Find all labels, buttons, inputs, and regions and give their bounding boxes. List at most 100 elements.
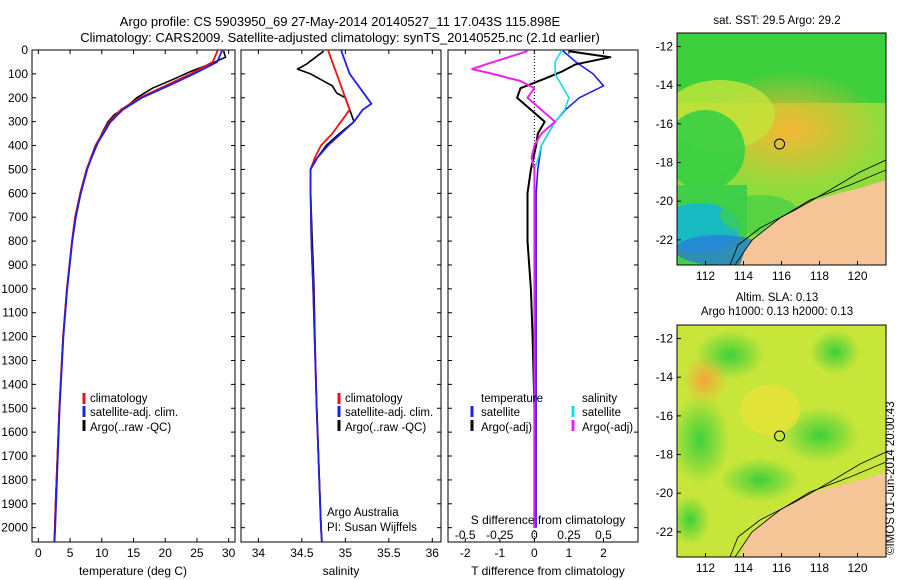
map-y-tick-label: -18 bbox=[656, 448, 674, 462]
depth-tick-label: 400 bbox=[8, 139, 28, 153]
map-y-tick-label: -22 bbox=[656, 233, 674, 247]
difference-xlabel-top: S difference from climatology bbox=[471, 513, 626, 527]
s-difference-tick-label: -0.25 bbox=[486, 528, 514, 542]
sla-land bbox=[740, 472, 886, 557]
salinity-annotation-line1: Argo Australia bbox=[327, 507, 399, 519]
depth-tick-label: 200 bbox=[8, 91, 28, 105]
s-difference-tick-label: -0.5 bbox=[455, 528, 476, 542]
depth-tick-label: 1700 bbox=[1, 449, 28, 463]
map-x-tick-label: 120 bbox=[847, 561, 867, 575]
depth-axis: 0 100 200 300 400 500 600 700 800 900 1000 1100 1200… bbox=[1, 43, 638, 535]
salinity-climatology-line bbox=[309, 50, 351, 542]
s-difference-tick-label: 0.5 bbox=[595, 528, 612, 542]
map-x-tick-label: 118 bbox=[810, 561, 829, 575]
difference-tick-label: -1 bbox=[494, 546, 505, 560]
salinity-legend-argo: Argo(..raw -QC) bbox=[345, 422, 426, 434]
map-x-tick-label: 114 bbox=[734, 561, 753, 575]
salinity-tick-label: 34.5 bbox=[290, 546, 314, 560]
diff-legend-s-satellite: satellite bbox=[582, 407, 621, 419]
depth-tick-label: 1800 bbox=[1, 473, 28, 487]
map-x-tick-label: 112 bbox=[696, 561, 715, 575]
depth-tick-label: 1500 bbox=[1, 401, 28, 415]
diff-legend-s-argo: Argo(-adj) bbox=[582, 422, 633, 434]
map-x-tick-label: 112 bbox=[696, 269, 715, 283]
salinity-xlabel: salinity bbox=[323, 564, 360, 578]
temperature-axes bbox=[31, 49, 236, 543]
difference-tick-label: 1 bbox=[566, 546, 573, 560]
depth-tick-label: 500 bbox=[8, 162, 28, 176]
difference-series bbox=[471, 50, 612, 528]
depth-tick-label: 1300 bbox=[1, 353, 28, 367]
depth-tick-label: 800 bbox=[8, 234, 28, 248]
map-x-tick-label: 116 bbox=[772, 269, 791, 283]
temperature-satellite-line bbox=[53, 50, 224, 542]
map-y-tick-label: -22 bbox=[656, 525, 674, 539]
salinity-satellite-line bbox=[309, 50, 373, 542]
sst-land bbox=[740, 180, 886, 265]
s-difference-tick-label: 0.25 bbox=[557, 528, 581, 542]
diff-t-satellite-line bbox=[535, 50, 605, 528]
salinity-tick-label: 36 bbox=[426, 546, 440, 560]
depth-tick-label: 1100 bbox=[2, 306, 28, 320]
temperature-tick-label: 15 bbox=[127, 546, 141, 560]
header-line-2: Climatology: CARS2009. Satellite-adjuste… bbox=[80, 30, 600, 45]
map-y-tick-label: -12 bbox=[656, 40, 674, 54]
temperature-argo-line bbox=[54, 50, 227, 528]
temperature-tick-label: 30 bbox=[222, 546, 236, 560]
depth-tick-label: 600 bbox=[8, 186, 28, 200]
diff-legend-salinity-title: salinity bbox=[582, 393, 617, 405]
depth-tick-label: 2000 bbox=[1, 521, 28, 535]
map-x-tick-label: 120 bbox=[847, 269, 867, 283]
difference-tick-label: 0 bbox=[531, 546, 538, 560]
map-y-tick-label: -20 bbox=[656, 194, 674, 208]
salinity-tick-label: 35 bbox=[339, 546, 353, 560]
map-x-tick-label: 114 bbox=[734, 269, 753, 283]
temperature-tick-label: 10 bbox=[95, 546, 109, 560]
salinity-x-axis: 34 34.5 35 35.5 36 bbox=[252, 50, 440, 560]
salinity-axes bbox=[240, 49, 442, 543]
salinity-argo-line bbox=[296, 50, 355, 528]
imos-timestamp: ©IMOS 01-Jun-2014 20:00:43 bbox=[885, 401, 897, 555]
temperature-x-axis: 0 5 10 15 20 25 30 bbox=[35, 50, 236, 560]
difference-axes bbox=[447, 49, 639, 543]
salinity-tick-label: 35.5 bbox=[377, 546, 401, 560]
sla-map-title-1: Altim. SLA: 0.13 bbox=[736, 292, 818, 304]
depth-tick-label: 0 bbox=[21, 43, 28, 57]
depth-tick-label: 1400 bbox=[1, 377, 28, 391]
difference-legend: temperature satellite Argo(-adj) salinit… bbox=[470, 393, 633, 434]
depth-tick-label: 1000 bbox=[1, 282, 28, 296]
map-y-tick-label: -12 bbox=[656, 332, 674, 346]
salinity-legend: climatology satellite-adj. clim. Argo(..… bbox=[327, 393, 433, 534]
temperature-legend-argo: Argo(..raw -QC) bbox=[90, 422, 171, 434]
salinity-series bbox=[296, 50, 373, 542]
sst-map-ticks: 112 114 116 118 120 -12 -14 -16 -18 -20 -22 bbox=[656, 40, 868, 283]
diff-legend-t-argo: Argo(-adj) bbox=[481, 422, 532, 434]
map-y-tick-label: -14 bbox=[656, 78, 674, 92]
difference-xlabel: T difference from climatology bbox=[471, 564, 625, 578]
map-y-tick-label: -14 bbox=[656, 370, 674, 384]
temperature-tick-label: 5 bbox=[67, 546, 74, 560]
depth-tick-label: 700 bbox=[8, 210, 28, 224]
s-difference-tick-label: 0 bbox=[531, 528, 538, 542]
sst-argo-marker bbox=[774, 138, 786, 150]
salinity-legend-satellite: satellite-adj. clim. bbox=[345, 407, 433, 419]
depth-tick-label: 1200 bbox=[1, 330, 28, 344]
map-y-tick-label: -16 bbox=[656, 117, 674, 131]
map-y-tick-label: -16 bbox=[656, 409, 674, 423]
map-y-tick-label: -18 bbox=[656, 156, 674, 170]
depth-tick-label: 900 bbox=[8, 258, 28, 272]
diff-s-satellite-line bbox=[533, 50, 570, 528]
depth-tick-label: 1900 bbox=[1, 497, 28, 511]
sst-map-title: sat. SST: 29.5 Argo: 29.2 bbox=[713, 15, 840, 27]
map-y-tick-label: -20 bbox=[656, 486, 674, 500]
diff-legend-temperature-title: temperature bbox=[481, 393, 543, 405]
map-x-tick-label: 118 bbox=[810, 269, 829, 283]
temperature-legend-satellite: satellite-adj. clim. bbox=[90, 407, 178, 419]
temperature-tick-label: 20 bbox=[159, 546, 173, 560]
depth-tick-label: 1600 bbox=[1, 425, 28, 439]
header-line-1: Argo profile: CS 5903950_69 27-May-2014 … bbox=[120, 14, 561, 29]
difference-tick-label: 2 bbox=[600, 546, 607, 560]
diff-s-argo-line bbox=[471, 50, 557, 528]
sla-map-ticks: 112 114 116 118 120 -12 -14 -16 -18 -20 -22 bbox=[656, 332, 868, 575]
